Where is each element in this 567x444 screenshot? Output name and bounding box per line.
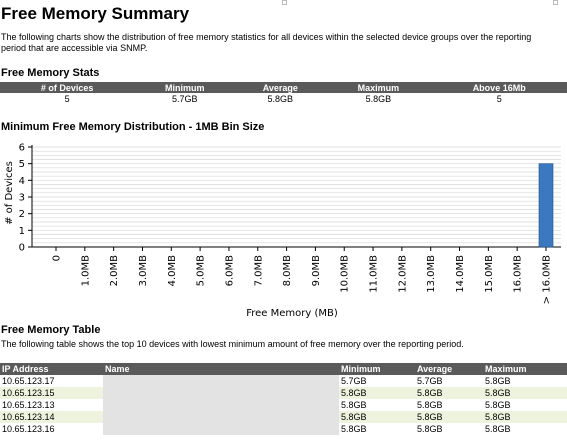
chart-grid xyxy=(32,146,561,248)
cell-average: 5.8GB xyxy=(415,411,483,423)
table-row: 10.65.123.14 5.8GB 5.8GB 5.8GB xyxy=(0,411,567,423)
x-tick-label: 9.0MB xyxy=(311,255,322,287)
cell-ip: 10.65.123.17 xyxy=(2,376,55,386)
stats-value-maximum: 5.8GB xyxy=(365,94,392,104)
chart-y-axis: 0 1 2 3 4 5 6 xyxy=(19,143,33,254)
stats-header-row: # of Devices Minimum Average Maximum Abo… xyxy=(0,82,567,93)
cell-minimum: 5.8GB xyxy=(339,387,415,399)
cell-minimum: 5.7GB xyxy=(341,376,367,386)
x-tick-label: 13.0MB xyxy=(426,255,437,293)
chart-y-axis-label: # of Devices xyxy=(4,161,15,225)
table-row: 10.65.123.15 5.8GB 5.8GB 5.8GB xyxy=(0,387,567,399)
bar xyxy=(538,163,554,248)
column-header-maximum[interactable]: Maximum xyxy=(483,363,567,375)
cell-name-redacted xyxy=(103,399,339,411)
cell-ip: 10.65.123.13 xyxy=(2,400,55,410)
x-tick-label: 15.0MB xyxy=(484,255,495,293)
stats-header-devices: # of Devices xyxy=(0,82,135,93)
stats-header-average: Average xyxy=(235,82,326,93)
corner-marker xyxy=(553,0,558,5)
chart-container: 0 1 2 3 4 5 6 0 1.0MB 2.0MB 3.0MB 4.0MB 5.0MB 6.0MB 7… xyxy=(0,136,567,322)
cell-maximum: 5.8GB xyxy=(483,387,567,399)
y-tick-label: 4 xyxy=(19,176,25,187)
stats-value-row: 5 5.7GB 5.8GB 5.8GB 5 xyxy=(0,93,567,105)
chart-title: Minimum Free Memory Distribution - 1MB B… xyxy=(1,121,265,133)
x-tick-label: 16.0MB xyxy=(513,255,524,293)
memtable-section-title: Free Memory Table xyxy=(1,324,101,336)
x-tick-label: 2.0MB xyxy=(109,255,120,287)
cell-name-redacted xyxy=(103,387,339,399)
y-tick-label: 6 xyxy=(19,143,25,154)
corner-marker xyxy=(282,0,287,5)
page-title: Free Memory Summary xyxy=(1,4,190,23)
chart-bars xyxy=(538,163,554,248)
cell-name-redacted xyxy=(103,423,339,435)
chart-x-axis: 0 1.0MB 2.0MB 3.0MB 4.0MB 5.0MB 6.0MB 7.0MB 8.0M… xyxy=(32,246,561,304)
stats-header-above16: Above 16Mb xyxy=(431,82,567,93)
cell-ip: 10.65.123.14 xyxy=(0,411,103,423)
cell-ip: 10.65.123.15 xyxy=(0,387,103,399)
cell-name-redacted xyxy=(103,375,339,387)
y-tick-label: 2 xyxy=(19,209,25,220)
cell-minimum: 5.8GB xyxy=(341,400,367,410)
x-tick-label: 0 xyxy=(52,255,63,261)
stats-header-maximum: Maximum xyxy=(325,82,432,93)
x-tick-label: 4.0MB xyxy=(167,255,178,287)
cell-maximum: 5.8GB xyxy=(485,400,511,410)
chart-x-axis-label: Free Memory (MB) xyxy=(246,308,338,319)
stats-header-minimum: Minimum xyxy=(134,82,236,93)
table-row: 10.65.123.17 5.7GB 5.7GB 5.8GB xyxy=(0,375,567,387)
x-tick-label: 10.0MB xyxy=(340,255,351,293)
stats-value-above16: 5 xyxy=(496,94,502,104)
cell-average: 5.8GB xyxy=(417,424,443,434)
memtable-description: The following table shows the top 10 dev… xyxy=(1,339,464,349)
x-tick-label: > 16.0MB xyxy=(542,255,553,304)
y-tick-label: 3 xyxy=(19,193,25,204)
y-tick-label: 0 xyxy=(19,243,25,254)
cell-maximum: 5.8GB xyxy=(485,376,511,386)
distribution-chart: 0 1 2 3 4 5 6 0 1.0MB 2.0MB 3.0MB 4.0MB 5.0MB 6.0MB 7… xyxy=(4,143,561,319)
stats-value-minimum: 5.7GB xyxy=(172,94,198,104)
cell-average: 5.8GB xyxy=(415,387,483,399)
x-tick-label: 5.0MB xyxy=(196,255,207,287)
cell-ip: 10.65.123.16 xyxy=(2,424,55,434)
column-header-ip[interactable]: IP Address xyxy=(0,363,103,375)
cell-average: 5.7GB xyxy=(417,376,443,386)
x-tick-label: 7.0MB xyxy=(253,255,264,287)
x-tick-label: 14.0MB xyxy=(455,255,466,293)
table-row: 10.65.123.16 5.8GB 5.8GB 5.8GB xyxy=(0,423,567,435)
cell-maximum: 5.8GB xyxy=(483,411,567,423)
column-header-minimum[interactable]: Minimum xyxy=(339,363,415,375)
memtable-header-row: IP Address Name Minimum Average Maximum xyxy=(0,363,567,375)
stats-table: # of Devices Minimum Average Maximum Abo… xyxy=(0,82,567,105)
cell-minimum: 5.8GB xyxy=(339,411,415,423)
cell-name-redacted xyxy=(103,411,339,423)
y-tick-label: 5 xyxy=(19,159,25,170)
table-row: 10.65.123.13 5.8GB 5.8GB 5.8GB xyxy=(0,399,567,411)
intro-text: The following charts show the distributi… xyxy=(1,32,532,53)
x-tick-label: 1.0MB xyxy=(80,255,91,287)
x-tick-label: 11.0MB xyxy=(369,255,380,293)
x-tick-label: 6.0MB xyxy=(224,255,235,287)
cell-maximum: 5.8GB xyxy=(485,424,511,434)
x-tick-label: 12.0MB xyxy=(397,255,408,293)
y-tick-label: 1 xyxy=(19,226,25,237)
column-header-average[interactable]: Average xyxy=(415,363,483,375)
stats-value-devices: 5 xyxy=(64,94,70,104)
stats-value-average: 5.8GB xyxy=(267,94,294,104)
x-tick-label: 8.0MB xyxy=(282,255,293,287)
free-memory-table: IP Address Name Minimum Average Maximum … xyxy=(0,363,567,435)
column-header-name[interactable]: Name xyxy=(103,363,339,375)
cell-average: 5.8GB xyxy=(417,400,443,410)
stats-section-title: Free Memory Stats xyxy=(1,67,100,79)
cell-minimum: 5.8GB xyxy=(341,424,367,434)
x-tick-label: 3.0MB xyxy=(138,255,149,287)
